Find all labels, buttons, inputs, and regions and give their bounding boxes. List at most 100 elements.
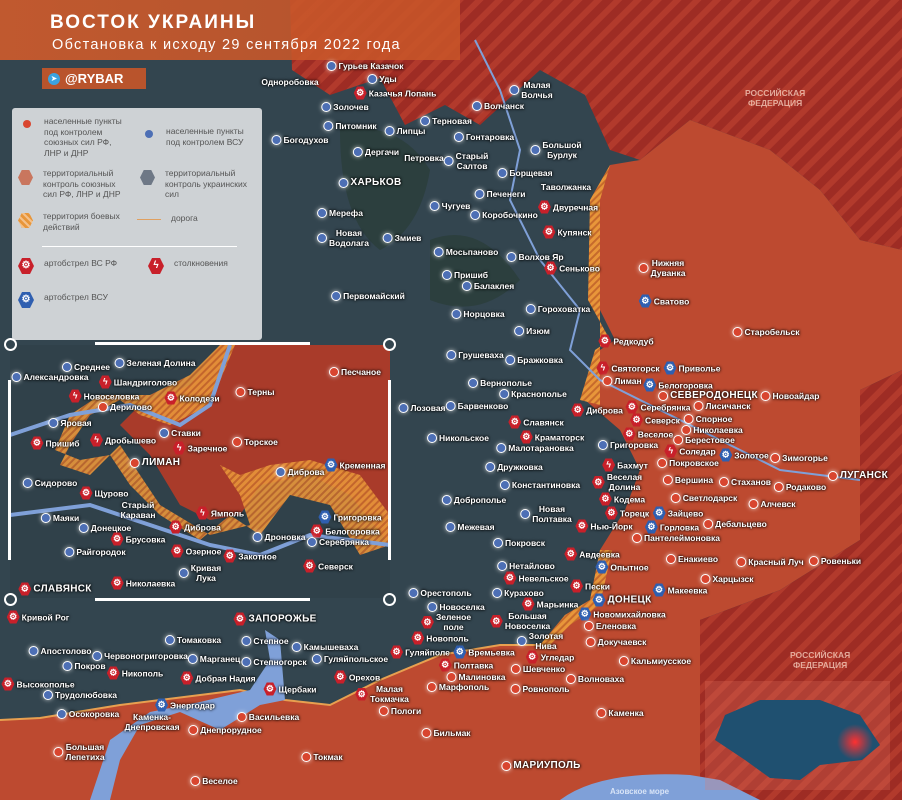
town-label: Кривая Лука [190, 563, 222, 583]
legend-art-ua: ⚙ артобстрел ВСУ [18, 292, 108, 308]
channel-badge[interactable]: ➤ @RYBAR [42, 68, 146, 89]
pin-ru-icon [421, 728, 432, 738]
town-label: Лисичанск [705, 401, 751, 411]
town-ua: Константиновка [499, 480, 580, 490]
town-label: Торское [244, 437, 278, 447]
town-ua: Краснополье [499, 389, 567, 399]
town-label: Камышеваха [303, 642, 359, 652]
pin-ru-icon [583, 621, 594, 631]
town-art-ru: ⚙ Высокополье [1, 677, 75, 691]
artillery-art-ru-icon: ⚙ [625, 400, 639, 414]
town-ru: Родаково [773, 482, 826, 492]
pin-ua-icon [61, 362, 72, 372]
town-label: Пришиб [45, 438, 80, 448]
town-label: Купянск [557, 227, 592, 237]
town-label: Одноробовка [261, 77, 319, 87]
pin-ua-icon [187, 654, 198, 664]
pin-ua-icon [271, 135, 282, 145]
town-label: Маяки [52, 513, 80, 523]
legend-label: населенные пункты под контролем ВСУ [166, 126, 244, 147]
pin-ru-icon [773, 482, 784, 492]
pin-ru-icon [657, 458, 668, 468]
town-label: Чугуев [441, 201, 471, 211]
town-ua: Пришиб [441, 270, 488, 280]
town-ua: Григоровка [597, 440, 658, 450]
town-art-ru: ⚙ Славянск [508, 415, 564, 429]
town-label: Норцовка [463, 309, 505, 319]
town-ru: Енакиево [665, 554, 718, 564]
town-label: Серебрянка [640, 402, 691, 412]
town-clash: ϟ Шандриголово [98, 375, 177, 389]
forest-area [340, 128, 520, 307]
pin-ua-icon [159, 428, 170, 438]
town-label: Малая Волчья [521, 80, 553, 100]
artillery-art-ru-icon: ⚙ [598, 334, 612, 348]
town-art-ua: ⚙ Григоровка [318, 510, 382, 524]
artillery-art-ru-icon: ⚙ [598, 492, 612, 506]
pin-ua-icon [241, 636, 252, 646]
inset-frame-top [95, 342, 310, 345]
town-label: Казачья Лопань [368, 88, 437, 98]
town-ua: Гурьев Казачок [326, 61, 403, 71]
town-ua: Балаклея [461, 281, 514, 291]
town-ua: Томаковка [164, 635, 222, 645]
inset-corner-marker [4, 338, 17, 351]
town-ua: Бражковка [505, 355, 563, 365]
town-label: Диброва [586, 405, 623, 415]
town-label: Мерефа [329, 208, 363, 218]
grey-hexagon-icon [140, 170, 155, 185]
town-ua: Серебрянка [306, 537, 369, 547]
town-label: Ровеньки [820, 556, 862, 566]
town-label: Новоселовка [83, 391, 140, 401]
town-none: Каменка- Днепровская [124, 712, 179, 732]
pin-ua-icon [62, 661, 73, 671]
town-ua: Среднее [61, 362, 110, 372]
town-ru: Дебальцево [703, 519, 767, 529]
lightning-clash-icon: ϟ [172, 441, 186, 455]
legend-ru-towns: населенные пункты под контролем союзных … [20, 116, 122, 158]
town-label: Питомник [335, 121, 377, 131]
pin-ru-icon [378, 706, 389, 716]
town-ua: Дергачи [352, 147, 399, 157]
legend-ua-territory: территориальный контроль украинских сил [140, 168, 247, 200]
town-art-ua: ⚙ Опытное [595, 560, 649, 574]
artillery-art-ru-icon: ⚙ [333, 670, 347, 684]
town-ua: Липцы [384, 126, 425, 136]
pin-ru-icon [808, 556, 819, 566]
town-label: Старый Салтов [455, 151, 489, 171]
pin-ua-icon [64, 547, 75, 557]
pin-ua-icon [427, 433, 438, 443]
town-ua: Змиев [382, 233, 421, 243]
inset-corner-marker [383, 338, 396, 351]
town-ru: Веселое [190, 776, 238, 786]
town-ru: Лисичанск [693, 401, 751, 411]
town-label: Грушеваха [458, 350, 504, 360]
pin-ua-icon [178, 568, 189, 578]
town-label: Томаковка [176, 635, 222, 645]
town-label: СЕВЕРОДОНЕЦК [670, 390, 758, 401]
pin-ua-icon [114, 358, 125, 368]
artillery-art-ua-icon: ⚙ [663, 361, 677, 375]
artillery-art-ru-icon: ⚙ [622, 427, 636, 441]
town-label: Щурово [94, 488, 129, 498]
town-label: Белогоровка [658, 380, 713, 390]
town-ua: Камышеваха [291, 642, 359, 652]
town-ua: Зеленая Долина [114, 358, 195, 368]
town-label: МАРИУПОЛЬ [513, 760, 581, 771]
pin-ru-icon [662, 475, 673, 485]
town-label: Покровск [505, 538, 545, 548]
town-label: Григоровка [333, 512, 382, 522]
town-ru: Пантелеймоновка [631, 533, 720, 543]
town-label: Курахово [504, 588, 544, 598]
town-art-ru: ⚙ Веселая Долина [591, 472, 642, 492]
town-none: Петровка [404, 153, 443, 163]
town-art-ru: ⚙ Авдеевка [564, 547, 620, 561]
town-label: Золотая Нива [528, 631, 564, 651]
pin-ua-icon [506, 252, 517, 262]
pin-ru-icon [700, 574, 711, 584]
town-label: Озерное [185, 546, 222, 556]
town-art-ru: ⚙ Белогоровка [310, 524, 380, 538]
artillery-art-ru-icon: ⚙ [180, 671, 194, 685]
town-art-ru: ⚙ СЛАВЯНСК [18, 582, 91, 596]
kakhovka-reservoir [90, 630, 285, 800]
